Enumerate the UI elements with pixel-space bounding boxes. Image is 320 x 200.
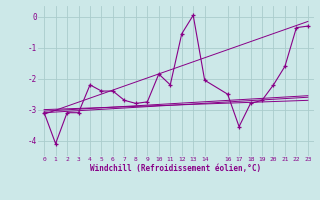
X-axis label: Windchill (Refroidissement éolien,°C): Windchill (Refroidissement éolien,°C) — [91, 164, 261, 173]
